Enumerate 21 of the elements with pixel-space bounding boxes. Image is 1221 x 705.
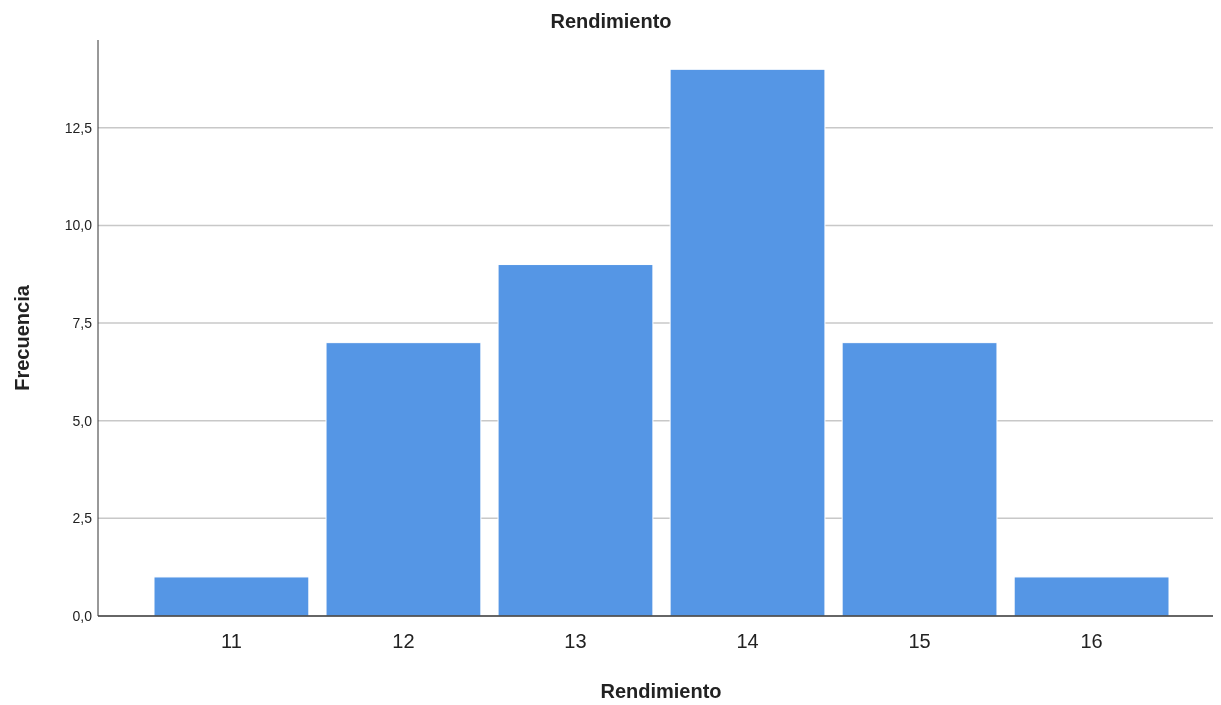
y-tick-label: 7,5 (72, 315, 93, 332)
bar (153, 576, 310, 617)
y-tick-label: 0,0 (72, 607, 93, 624)
bar (841, 342, 998, 617)
bar (1013, 576, 1170, 617)
bar (497, 264, 654, 617)
chart-title: Rendimiento (550, 10, 672, 32)
bar (669, 68, 826, 617)
x-tick-label: 15 (908, 630, 931, 652)
bar (325, 342, 482, 617)
x-axis-title: Rendimiento (600, 680, 722, 702)
y-axis-title: Frecuencia (11, 284, 33, 391)
x-tick-label: 11 (221, 630, 242, 652)
y-tick-label: 12,5 (64, 119, 93, 136)
y-tick-label: 2,5 (72, 510, 93, 527)
x-tick-label: 14 (736, 630, 759, 652)
y-tick-label: 5,0 (72, 412, 93, 429)
x-tick-label: 12 (392, 630, 415, 652)
y-tick-label: 10,0 (64, 217, 93, 234)
x-tick-label: 16 (1080, 630, 1103, 652)
x-tick-label: 13 (564, 630, 587, 652)
